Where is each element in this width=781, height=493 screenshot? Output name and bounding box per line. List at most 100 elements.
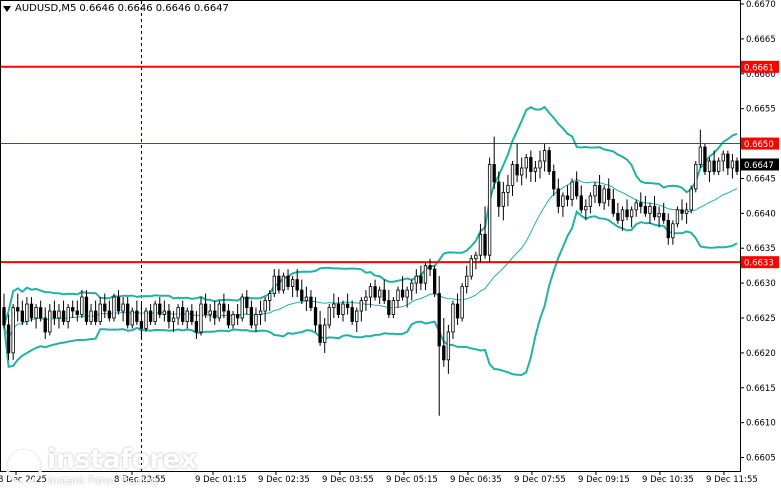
candle-body [2,307,6,326]
candle-body [712,160,716,172]
candle-body [226,310,231,326]
candle-body [268,293,272,301]
candle-body [34,307,38,319]
candle-body [217,303,221,319]
candle-body [584,205,588,211]
price-tag-0.6650: 0.6650 [744,140,774,150]
candle-body [272,275,276,294]
candle-body [249,307,254,326]
candle-body [442,345,446,361]
candle-body [20,310,24,322]
candle-body [561,195,565,207]
candle-body [208,310,212,315]
candle-body [410,282,414,291]
y-tick-label: 0.6635 [746,244,776,254]
candle-body [258,310,263,315]
candle-body [25,303,29,322]
last-price-tag-bg [741,158,779,171]
candle-body [533,167,538,172]
candle-body [542,150,547,162]
candle-body [359,300,363,312]
candle-body [675,209,680,225]
candle-body [405,289,409,298]
y-tick-label: 0.6640 [746,209,776,219]
candle-body [52,310,57,319]
candle-body [93,310,98,322]
candle-body [524,157,528,169]
candle-body [336,303,341,315]
candle-body [71,307,75,312]
y-tick-label: 0.6665 [746,35,776,45]
x-tick-label: 9 Dec 02:35 [258,475,310,485]
candle-body [497,181,501,207]
candle-body [556,188,560,207]
x-tick-label: 9 Dec 03:55 [322,475,374,485]
candle-body [176,307,180,319]
candle-body [730,160,735,169]
candle-body [373,286,377,298]
candle-body [446,331,451,361]
candle-body [203,303,208,315]
candle-body [286,275,290,287]
candle-body [130,310,134,326]
candle-body [671,223,675,239]
candle-body [492,164,496,183]
candle-body [350,307,354,322]
candle-body [547,150,551,172]
candle-body [570,181,574,200]
candle-body [295,279,299,291]
y-tick-label: 0.6630 [746,279,776,289]
price-tag-0.6633-bg [741,256,779,269]
candle-body [437,293,441,347]
candle-body [552,171,556,190]
candle-body [483,233,487,256]
candle-body [607,188,611,200]
price-tag-0.6633: 0.6633 [744,259,774,269]
candle-body [565,195,570,200]
candle-body [717,160,721,172]
candle-body [29,303,34,319]
candle-body [451,303,455,333]
candle-body [629,209,634,218]
candle-body [620,209,625,221]
chart-info-bar: AUDUSD,M5 0.6646 0.6646 0.6646 0.6647 [3,3,229,14]
candle-body [6,324,11,354]
candle-body [327,307,331,326]
candle-body [721,153,725,162]
candle-body [263,300,267,312]
candle-body [300,289,304,301]
plot-frame [0,0,741,472]
instaforex-logo-icon [5,447,43,485]
candle-body [707,160,712,172]
candle-body [38,307,43,319]
candle-body [190,310,194,322]
candle-body [341,303,345,315]
price-tag-0.6650-bg [741,137,779,150]
candle-body [689,188,693,211]
y-tick-label: 0.6645 [746,174,776,184]
candle-body [153,303,157,322]
candle-body [84,296,89,322]
candle-body [107,310,112,319]
ohlc-readout: 0.6646 0.6646 0.6646 0.6647 [79,3,229,14]
collapse-triangle-icon[interactable] [3,5,11,12]
candle-body [602,188,606,204]
y-tick-label: 0.6660 [746,70,776,80]
y-tick-label: 0.6625 [746,314,776,324]
candle-body [290,279,295,288]
candle-body [89,310,93,322]
candle-body [666,219,670,239]
candle-body [378,289,382,298]
candle-body [574,181,579,197]
candle-body [222,303,226,312]
price-tag-0.6661-bg [741,60,779,73]
candle-body [694,164,698,190]
x-tick-label: 9 Dec 07:55 [514,475,566,485]
candle-body [588,195,593,207]
candle-body [355,310,359,322]
candle-body [16,307,20,312]
lower-band-line [3,209,738,377]
x-tick-label: 9 Dec 10:35 [642,475,694,485]
price-tag-0.6661: 0.6661 [744,63,774,73]
